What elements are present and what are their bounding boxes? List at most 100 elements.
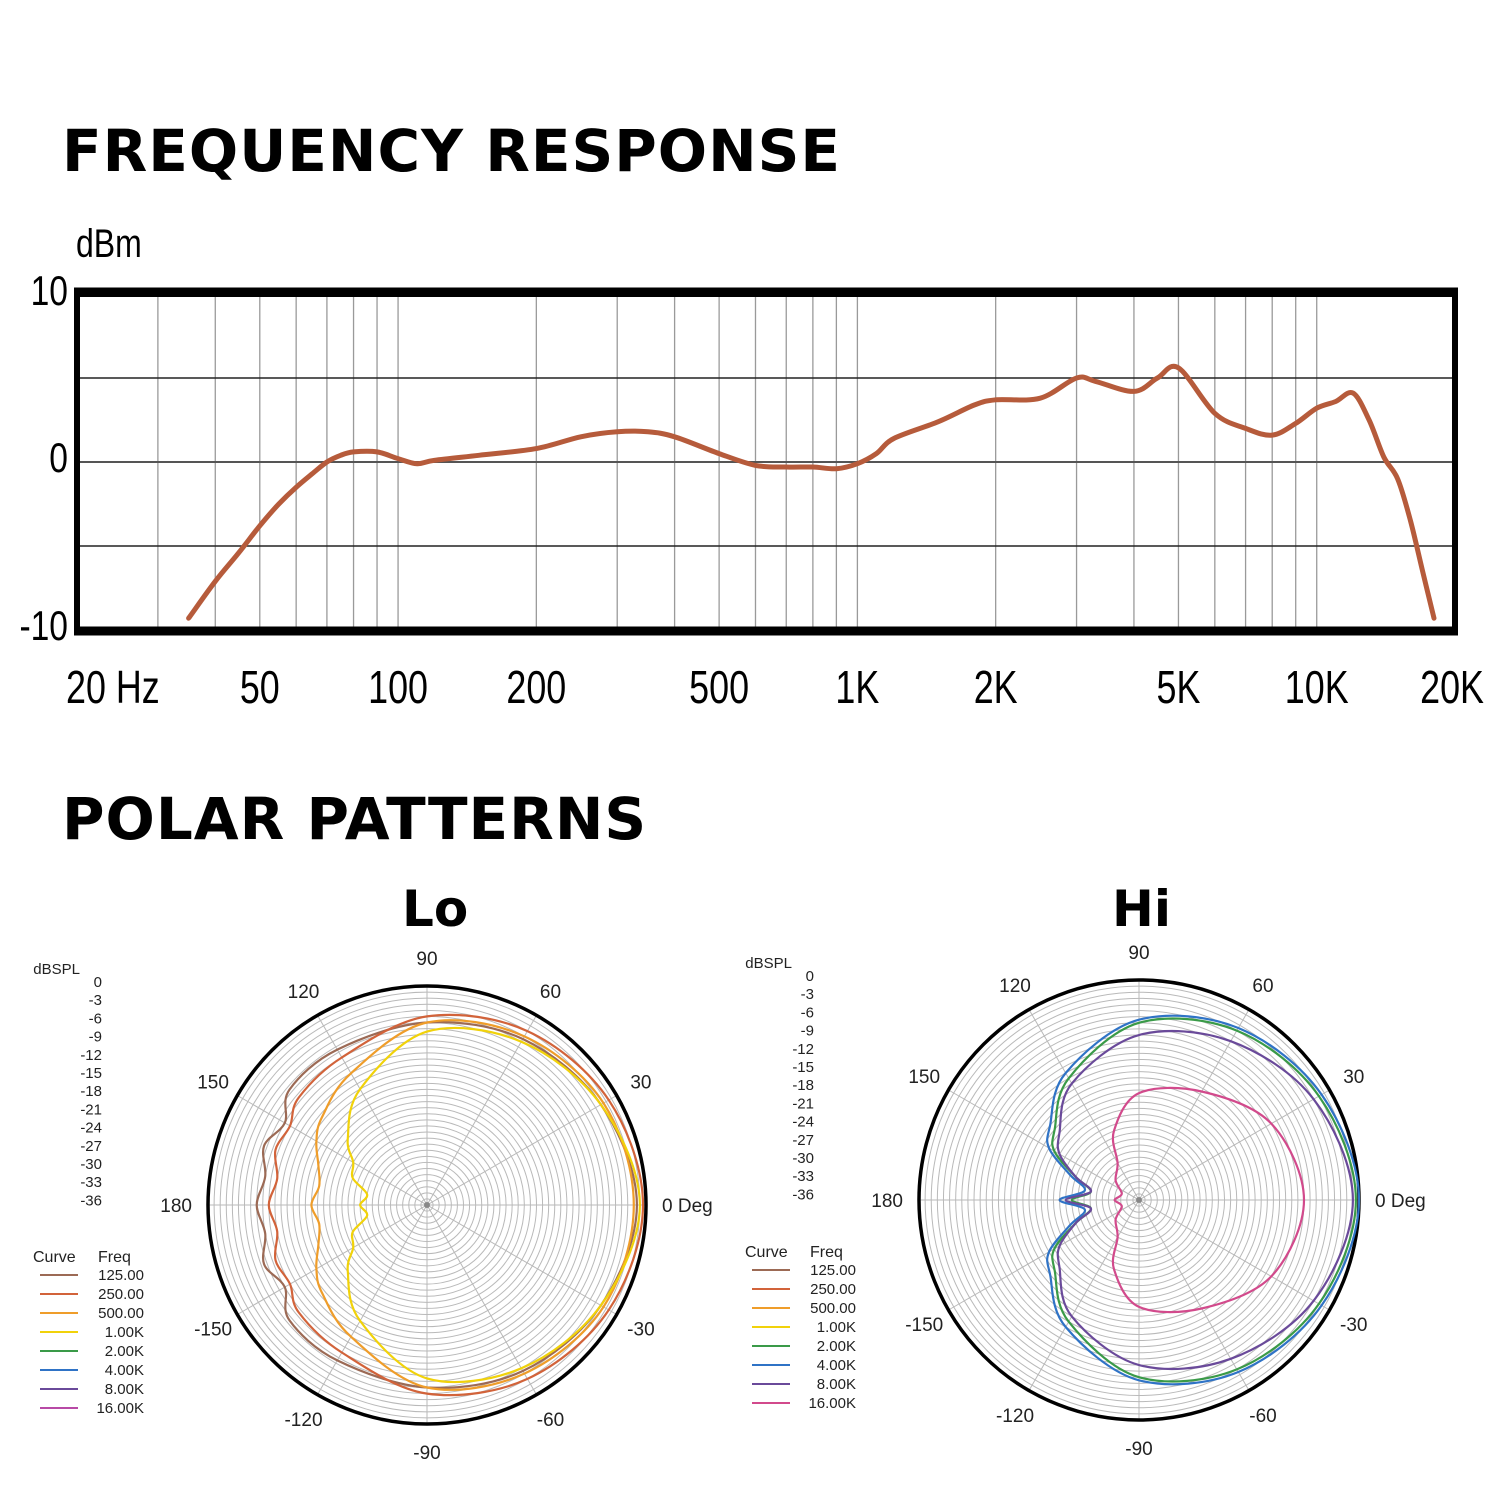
x-tick-label: 200: [506, 662, 566, 713]
polar-angle-label: -120: [996, 1406, 1034, 1427]
polar-series-1.00K: [346, 1026, 642, 1384]
polar-series-250.00: [267, 1013, 645, 1397]
polar-radial-tick: -18: [792, 1077, 814, 1094]
polar-radial-tick: -18: [80, 1083, 102, 1100]
x-tick-label: 1K: [835, 662, 879, 713]
response-curve: [186, 363, 1437, 621]
polar-radial-tick: -6: [89, 1010, 102, 1027]
polar-series-125.00: [255, 1021, 639, 1389]
polar-radial-tick: -30: [80, 1156, 102, 1173]
legend-freq-label: 2.00K: [817, 1338, 856, 1355]
polar-radial-tick: -30: [792, 1150, 814, 1167]
polar-angle-label: 150: [197, 1073, 229, 1094]
polar-angle-label: 0 Deg: [1375, 1191, 1426, 1212]
polar-patterns-title: POLAR PATTERNS: [62, 785, 648, 853]
polar-radial-label: dBSPL: [33, 961, 80, 978]
polar-angle-label: 90: [1128, 943, 1149, 964]
polar-angle-label: 120: [999, 976, 1031, 997]
legend-freq-label: 16.00K: [96, 1400, 144, 1417]
polar-angle-label: 90: [416, 949, 437, 970]
polar-radial-tick: -24: [80, 1120, 102, 1137]
polar-radial-tick: -3: [89, 992, 102, 1009]
polar-angle-label: -30: [1340, 1315, 1367, 1336]
polar-angle-label: 30: [1343, 1067, 1364, 1088]
x-tick-label: 20 Hz: [66, 662, 160, 713]
polar-radial-tick: -9: [801, 1023, 814, 1040]
polar-series-4.00K: [1046, 1014, 1361, 1386]
polar-angle-label: -150: [194, 1320, 232, 1341]
legend-freq-label: 125.00: [810, 1262, 856, 1279]
polar-angle-label: 60: [1252, 976, 1273, 997]
legend-header-curve: Curve: [33, 1249, 76, 1266]
frequency-response-title: FREQUENCY RESPONSE: [62, 117, 842, 185]
x-tick-label: 10K: [1285, 662, 1349, 713]
polar-radial-tick: -6: [801, 1004, 814, 1021]
legend-freq-label: 2.00K: [105, 1343, 144, 1360]
polar-angle-label: 0 Deg: [662, 1196, 713, 1217]
legend-freq-label: 500.00: [98, 1305, 144, 1322]
polar-angle-label: 120: [288, 982, 320, 1003]
polar-angle-label: -30: [627, 1320, 654, 1341]
legend-freq-label: 250.00: [810, 1281, 856, 1298]
polar-outer-ring: [206, 984, 648, 1426]
polar-lo-title: Lo: [402, 880, 469, 938]
polar-angle-label: 180: [871, 1191, 903, 1212]
polar-angle-label: 30: [630, 1073, 651, 1094]
y-axis-label: dBm: [76, 221, 142, 266]
polar-radial-label: dBSPL: [745, 955, 792, 972]
legend-freq-label: 1.00K: [105, 1324, 144, 1341]
polar-radial-tick: 0: [94, 974, 102, 991]
polar-hi-title: Hi: [1112, 880, 1171, 938]
polar-radial-tick: 0: [806, 968, 814, 985]
polar-radial-tick: -21: [792, 1095, 814, 1112]
polar-angle-label: -90: [413, 1443, 440, 1464]
polar-angle-label: 60: [540, 982, 561, 1003]
y-tick-label: -10: [19, 604, 68, 650]
legend-freq-label: 4.00K: [105, 1362, 144, 1379]
polar-angle-label: -60: [1249, 1406, 1276, 1427]
y-tick-label: 10: [31, 269, 68, 315]
polar-center: [424, 1202, 430, 1208]
legend-freq-label: 8.00K: [105, 1381, 144, 1398]
polar-series-8.00K: [1056, 1029, 1355, 1371]
polar-radial-tick: -21: [80, 1101, 102, 1118]
legend-freq-label: 1.00K: [817, 1319, 856, 1336]
polar-angle-label: -150: [905, 1315, 943, 1336]
legend-freq-label: 4.00K: [817, 1357, 856, 1374]
polar-angle-label: -120: [284, 1410, 322, 1431]
x-tick-label: 20K: [1420, 662, 1484, 713]
legend-freq-label: 250.00: [98, 1286, 144, 1303]
legend-header-freq: Freq: [810, 1244, 843, 1261]
polar-radial-tick: -24: [792, 1114, 814, 1131]
polar-series-500.00: [310, 1019, 635, 1391]
polar-angle-label: -90: [1125, 1439, 1152, 1460]
polar-radial-tick: -12: [80, 1047, 102, 1064]
x-tick-label: 50: [240, 662, 280, 713]
polar-series-2.00K: [1051, 1017, 1358, 1383]
legend-freq-label: 125.00: [98, 1267, 144, 1284]
legend-freq-label: 16.00K: [808, 1395, 856, 1412]
legend-header-curve: Curve: [745, 1244, 788, 1261]
polar-radial-tick: -15: [80, 1065, 102, 1082]
polar-series-16.00K: [1111, 1086, 1306, 1314]
polar-radial-tick: -12: [792, 1041, 814, 1058]
polar-angle-label: -60: [537, 1410, 564, 1431]
polar-angle-label: 150: [908, 1067, 940, 1088]
polar-radial-tick: -27: [80, 1138, 102, 1155]
polar-radial-tick: -36: [80, 1192, 102, 1209]
polar-radial-tick: -9: [89, 1029, 102, 1046]
legend-header-freq: Freq: [98, 1249, 131, 1266]
polar-radial-tick: -27: [792, 1132, 814, 1149]
legend-freq-label: 8.00K: [817, 1376, 856, 1393]
x-tick-label: 500: [689, 662, 749, 713]
polar-radial-tick: -33: [80, 1174, 102, 1191]
x-tick-label: 2K: [974, 662, 1018, 713]
polar-center: [1136, 1197, 1142, 1203]
polar-radial-tick: -33: [792, 1168, 814, 1185]
legend-freq-label: 500.00: [810, 1300, 856, 1317]
polar-radial-tick: -15: [792, 1059, 814, 1076]
y-tick-label: 0: [49, 436, 68, 482]
polar-chart-lo: 0 Deg306090120150180-150-120-90-60-30dBS…: [33, 949, 713, 1464]
